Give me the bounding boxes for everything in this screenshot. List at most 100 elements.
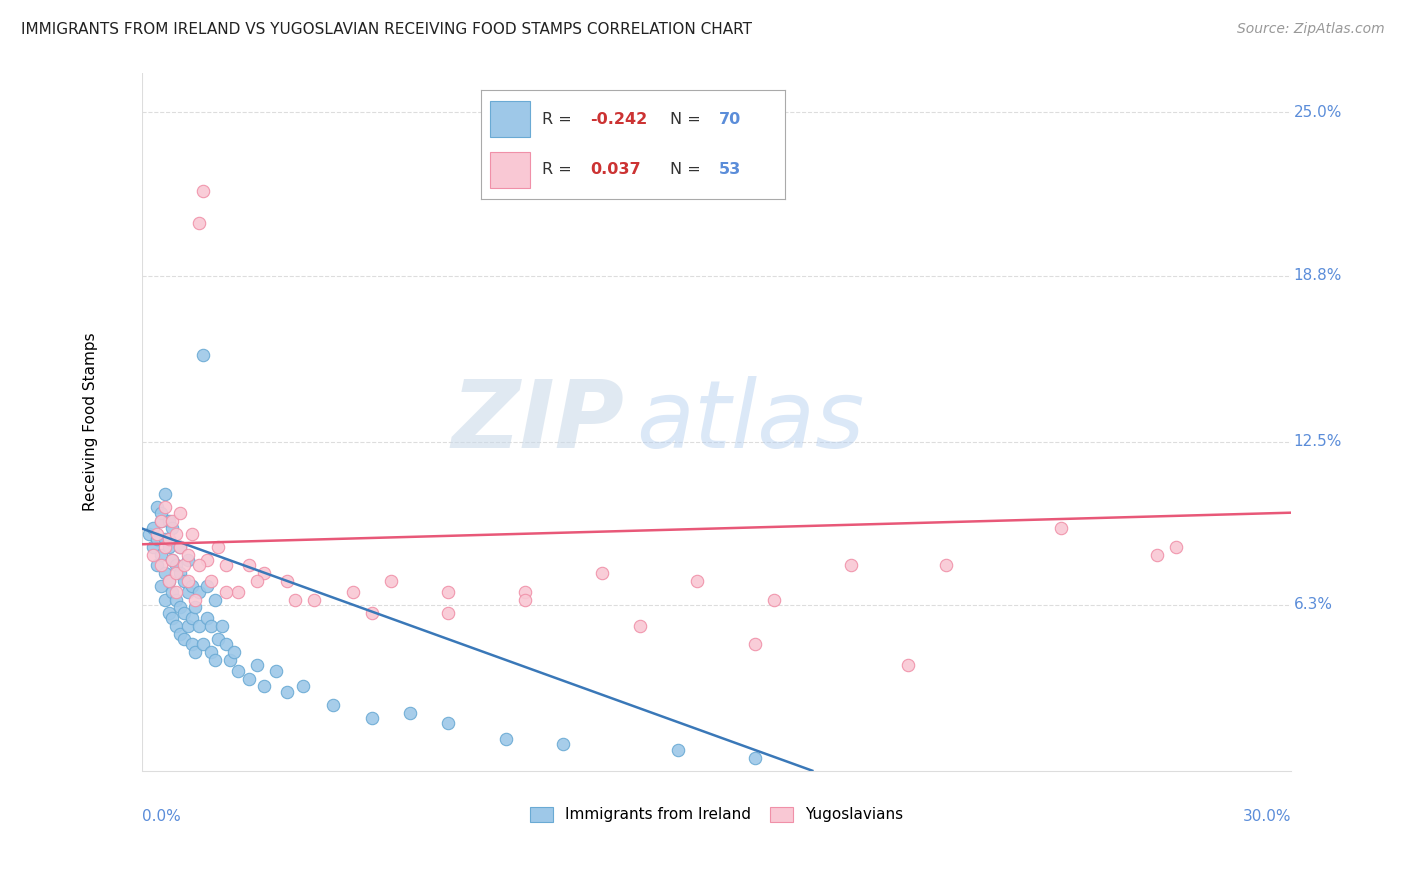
Text: IMMIGRANTS FROM IRELAND VS YUGOSLAVIAN RECEIVING FOOD STAMPS CORRELATION CHART: IMMIGRANTS FROM IRELAND VS YUGOSLAVIAN R… xyxy=(21,22,752,37)
Point xyxy=(142,548,165,562)
Text: 0.0%: 0.0% xyxy=(142,809,180,824)
Point xyxy=(264,664,287,678)
Point xyxy=(180,637,202,651)
Point xyxy=(322,698,344,712)
Point xyxy=(177,553,200,567)
Point xyxy=(142,521,165,535)
Point xyxy=(146,526,169,541)
Point xyxy=(1050,521,1073,535)
Point xyxy=(169,600,191,615)
Text: 25.0%: 25.0% xyxy=(1294,105,1341,120)
Point xyxy=(146,558,169,573)
Point xyxy=(204,653,226,667)
Point xyxy=(153,592,176,607)
Point xyxy=(157,540,180,554)
Point xyxy=(360,606,382,620)
Point xyxy=(138,526,160,541)
Point xyxy=(184,600,207,615)
Point xyxy=(839,558,862,573)
Point xyxy=(304,592,326,607)
Point xyxy=(553,738,575,752)
Point xyxy=(513,592,536,607)
Point xyxy=(177,548,200,562)
Point xyxy=(173,632,195,646)
Point xyxy=(284,592,307,607)
Point xyxy=(666,742,689,756)
Text: 18.8%: 18.8% xyxy=(1294,268,1341,284)
Point xyxy=(188,619,211,633)
Point xyxy=(153,500,176,515)
Point xyxy=(184,645,207,659)
Point xyxy=(200,619,222,633)
Point xyxy=(173,606,195,620)
Text: 30.0%: 30.0% xyxy=(1243,809,1291,824)
Point xyxy=(157,606,180,620)
Point xyxy=(169,627,191,641)
Point xyxy=(157,532,180,546)
Point xyxy=(153,532,176,546)
Point xyxy=(226,584,249,599)
Point xyxy=(360,711,382,725)
Point xyxy=(195,611,218,625)
Point xyxy=(173,558,195,573)
Point xyxy=(165,558,187,573)
Point xyxy=(165,619,187,633)
Point xyxy=(195,579,218,593)
Point xyxy=(935,558,957,573)
Point xyxy=(153,566,176,581)
Point xyxy=(142,540,165,554)
Point xyxy=(211,619,233,633)
Point xyxy=(162,553,184,567)
Point xyxy=(342,584,364,599)
Point xyxy=(276,574,298,588)
Point xyxy=(215,637,238,651)
Point xyxy=(495,732,517,747)
Point xyxy=(180,579,202,593)
Point xyxy=(226,664,249,678)
Point xyxy=(207,632,229,646)
Point xyxy=(200,645,222,659)
Point xyxy=(591,566,613,581)
Point xyxy=(253,566,276,581)
Point xyxy=(153,487,176,501)
Point xyxy=(180,611,202,625)
Point xyxy=(162,611,184,625)
Point xyxy=(169,540,191,554)
Point xyxy=(165,592,187,607)
Point xyxy=(146,532,169,546)
Point xyxy=(399,706,422,720)
Point xyxy=(150,514,173,528)
Point xyxy=(162,514,184,528)
Point xyxy=(628,619,651,633)
Text: ZIP: ZIP xyxy=(451,376,624,467)
Point xyxy=(180,526,202,541)
Point xyxy=(150,579,173,593)
Point xyxy=(169,566,191,581)
Point xyxy=(188,584,211,599)
Point xyxy=(204,592,226,607)
Point xyxy=(380,574,402,588)
Point xyxy=(215,584,238,599)
Point xyxy=(744,750,766,764)
Point xyxy=(744,637,766,651)
Text: atlas: atlas xyxy=(636,376,865,467)
Point xyxy=(207,540,229,554)
Point xyxy=(150,558,173,573)
Point xyxy=(191,637,214,651)
Point xyxy=(162,521,184,535)
Point xyxy=(763,592,786,607)
Point xyxy=(165,566,187,581)
Point xyxy=(191,185,214,199)
Legend: Immigrants from Ireland, Yugoslavians: Immigrants from Ireland, Yugoslavians xyxy=(530,807,903,822)
Point xyxy=(238,558,260,573)
Point xyxy=(162,553,184,567)
Point xyxy=(153,540,176,554)
Point xyxy=(165,526,187,541)
Point xyxy=(177,619,200,633)
Point xyxy=(184,592,207,607)
Point xyxy=(169,506,191,520)
Point xyxy=(222,645,245,659)
Point xyxy=(177,584,200,599)
Point xyxy=(162,584,184,599)
Point xyxy=(238,672,260,686)
